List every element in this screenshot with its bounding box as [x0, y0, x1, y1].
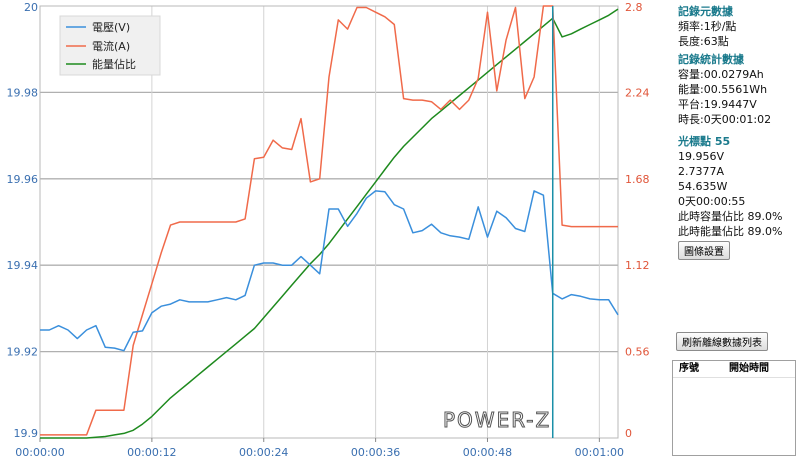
y-left-tick-label: 19.92 [7, 346, 39, 359]
power-z-logo: POWER-Z [443, 408, 551, 432]
x-tick-label: 00:00:00 [15, 446, 64, 459]
list-col-index: 序號 [679, 363, 699, 374]
cursor-current: 2.7377A [678, 165, 725, 178]
average-voltage: 平台:19.9447V [678, 98, 757, 111]
y-left-tick-label: 19.94 [7, 259, 39, 272]
x-tick-label: 00:00:24 [239, 446, 288, 459]
y-right-tick-label: 1.68 [625, 173, 650, 186]
energy-value: 能量:00.5561Wh [678, 83, 768, 96]
legend-label-current: 電流(A) [92, 39, 130, 53]
refresh-offline-list-button[interactable]: 刷新離線數據列表 [676, 332, 768, 351]
current-line [40, 5, 618, 436]
energy-ratio-line [40, 8, 619, 439]
y-left-tick-label: 19.98 [7, 86, 39, 99]
y-right-tick-label: 0 [625, 427, 632, 440]
voltage-line [40, 190, 619, 352]
x-tick-label: 00:00:12 [127, 446, 176, 459]
offline-data-list[interactable]: 序號 開始時間 [672, 360, 796, 456]
y-left-tick-label: 19.96 [7, 173, 39, 186]
sample-rate: 頻率:1秒/點 [678, 20, 737, 33]
plot-frame [39, 5, 619, 439]
cursor-voltage: 19.956V [678, 150, 725, 163]
cursor-power: 54.635W [678, 180, 728, 193]
y-right-tick-label: 1.12 [625, 259, 650, 272]
list-header: 序號 開始時間 [673, 361, 795, 378]
cursor-index: 55 [714, 135, 731, 148]
cursor-title-row: 光標點 55 [678, 134, 782, 149]
legend: 電壓(V) 電流(A) 能量佔比 [59, 15, 161, 76]
record-length: 長度:63點 [678, 35, 729, 48]
cursor-time: 0天00:00:55 [678, 195, 746, 208]
cursor-energy-ratio: 此時能量佔比 89.0% [678, 225, 783, 238]
list-col-start-time: 開始時間 [729, 363, 769, 374]
x-tick-label: 00:00:48 [463, 446, 512, 459]
cursor-title: 光標點 [678, 135, 711, 148]
y-left-tick-label: 20 [24, 1, 38, 14]
duration-value: 時長:0天00:01:02 [678, 113, 772, 126]
record-stats-title: 記錄統計數據 [678, 53, 744, 66]
cursor-capacity-ratio: 此時容量佔比 89.0% [678, 210, 783, 223]
y-right-tick-label: 0.56 [625, 346, 650, 359]
x-tick-label: 00:00:36 [351, 446, 400, 459]
y-left-tick-label: 19.9 [14, 427, 39, 440]
chart-settings-button[interactable]: 圖條設置 [678, 241, 730, 260]
side-panel: 記錄元數據 頻率:1秒/點 長度:63點 記錄統計數據 容量:00.0279Ah… [672, 0, 800, 461]
capacity-value: 容量:00.0279Ah [678, 68, 764, 81]
legend-label-energy-ratio: 能量佔比 [92, 57, 136, 71]
x-tick-label: 00:01:00 [575, 446, 624, 459]
record-meta-title: 記錄元數據 [678, 5, 733, 18]
y-right-tick-label: 2.24 [625, 86, 650, 99]
legend-label-voltage: 電壓(V) [92, 21, 130, 34]
y-right-tick-label: 2.8 [625, 1, 643, 14]
